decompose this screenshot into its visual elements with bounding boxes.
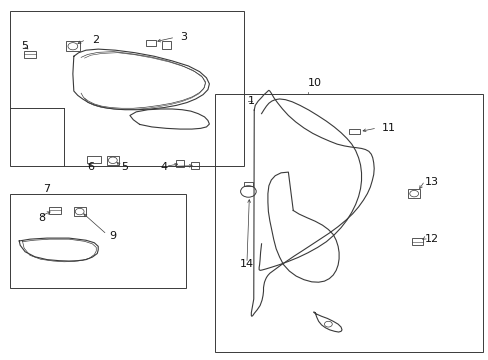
Text: 12: 12	[424, 234, 438, 244]
Text: 7: 7	[43, 184, 50, 194]
Bar	[66, 41, 80, 51]
Text: 9: 9	[109, 231, 116, 240]
Text: 5: 5	[122, 162, 128, 172]
Text: 8: 8	[39, 213, 45, 222]
Bar	[348, 129, 359, 134]
Bar	[87, 156, 101, 163]
Text: 1: 1	[248, 96, 255, 106]
Bar	[407, 189, 420, 198]
Text: 5: 5	[21, 41, 28, 50]
Text: 14: 14	[240, 259, 253, 269]
Text: 3: 3	[180, 32, 187, 41]
Bar	[146, 40, 156, 46]
Bar	[24, 51, 36, 58]
Text: 2: 2	[92, 35, 99, 45]
Text: 10: 10	[307, 78, 322, 88]
Bar	[106, 156, 119, 165]
Bar	[73, 207, 86, 216]
Bar	[244, 182, 252, 186]
Bar	[176, 160, 183, 167]
Bar	[162, 41, 170, 49]
Text: 13: 13	[425, 177, 438, 187]
Text: 4: 4	[160, 162, 167, 172]
Bar	[49, 207, 61, 214]
Text: 6: 6	[87, 162, 94, 172]
Bar	[411, 238, 423, 245]
Bar	[190, 162, 198, 169]
Text: 11: 11	[381, 123, 394, 133]
